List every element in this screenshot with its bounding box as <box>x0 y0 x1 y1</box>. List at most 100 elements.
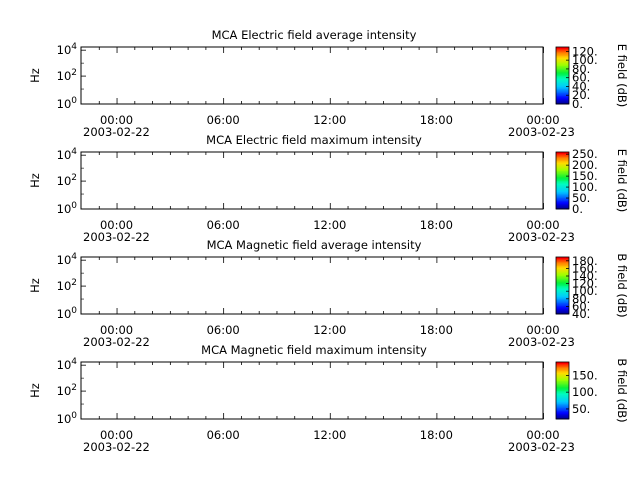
colorbar: 0.50.100.150.200.250. E field (dB) <box>555 147 629 216</box>
colorbar-segment <box>556 76 569 79</box>
colorbar-segment <box>556 181 569 184</box>
date-label-end: 2003-02-23 <box>508 125 575 139</box>
x-tick-label: 06:00 <box>207 113 240 127</box>
x-tick-label: 00:00 <box>100 113 133 127</box>
colorbar-segment <box>556 164 569 167</box>
colorbar-segment <box>556 416 569 419</box>
colorbar-segment <box>556 381 569 384</box>
colorbar-segment <box>556 95 569 98</box>
colorbar: 50. 100. 150. B field (dB) <box>555 358 629 423</box>
x-tick-label: 00:00 <box>526 218 559 232</box>
colorbar-segment <box>556 194 569 197</box>
colorbar-segment <box>556 390 569 393</box>
colorbar-segment <box>556 206 569 209</box>
colorbar-tick-label: 80. <box>572 62 590 76</box>
colorbar-segment <box>556 99 569 102</box>
colorbar-segment <box>556 413 569 416</box>
x-tick-label: 06:00 <box>207 428 240 442</box>
colorbar-segment <box>556 62 569 65</box>
colorbar-segment <box>556 88 569 91</box>
colorbar-segment <box>556 96 569 99</box>
y-axis-label: Hz <box>28 173 42 188</box>
colorbar-segment <box>556 196 569 199</box>
colorbar-segment <box>556 373 569 376</box>
colorbar-segment <box>556 91 569 94</box>
colorbar-tick-label: 50. <box>572 402 590 416</box>
colorbar-segment <box>556 68 569 71</box>
colorbar-segment <box>556 193 569 196</box>
x-tick-label: 00:00 <box>100 218 133 232</box>
colorbar-segment <box>556 391 569 394</box>
colorbar-segment <box>556 183 569 186</box>
x-tick-label: 18:00 <box>420 218 453 232</box>
colorbar-segment <box>556 364 569 367</box>
colorbar-segment <box>556 54 569 57</box>
colorbar-segment <box>556 197 569 200</box>
colorbar-segment <box>556 272 569 275</box>
y-axis-label: Hz <box>28 278 42 293</box>
panel-3: MCA Magnetic field average intensity 00:0… <box>28 238 629 349</box>
colorbar-segment <box>556 370 569 373</box>
y-tick-label: 102 <box>57 68 77 83</box>
colorbar: 0.20.40.60.80.100.120. E field (dB) <box>555 44 629 111</box>
colorbar-tick-label: 0. <box>572 202 583 216</box>
colorbar-segment <box>556 79 569 82</box>
colorbar-frame <box>555 256 570 315</box>
colorbar-tick-label: 100. <box>572 53 598 67</box>
y-tick-label: 104 <box>57 42 78 57</box>
colorbar-segment <box>556 311 569 314</box>
colorbar-segment <box>556 362 569 364</box>
colorbar-segment <box>556 275 569 278</box>
colorbar-segment <box>556 411 569 414</box>
x-tick-label: 18:00 <box>420 113 453 127</box>
colorbar-segment <box>556 410 569 413</box>
colorbar-segment <box>556 266 569 269</box>
colorbar-segment <box>556 200 569 203</box>
colorbar-segment <box>556 371 569 374</box>
colorbar-label: B field (dB) <box>615 253 629 317</box>
colorbar-segment <box>556 401 569 404</box>
colorbar-segment <box>556 296 569 299</box>
y-tick-label: 104 <box>57 252 78 267</box>
colorbar-segment <box>556 171 569 174</box>
colorbar-segment <box>556 59 569 62</box>
colorbar-segment <box>556 98 569 101</box>
colorbar-segment <box>556 295 569 298</box>
colorbar-segment <box>556 156 569 159</box>
x-tick-label: 00:00 <box>100 323 133 337</box>
colorbar-segment <box>556 207 569 210</box>
colorbar-segment <box>556 312 569 315</box>
colorbar-segment <box>556 403 569 406</box>
colorbar-tick-label: 100. <box>572 284 598 298</box>
colorbar-segment <box>556 264 569 267</box>
colorbar-segment <box>556 414 569 417</box>
colorbar-tick-label: 120. <box>572 277 598 291</box>
colorbar-tick-label: 20. <box>572 88 590 102</box>
colorbar-segment <box>556 199 569 201</box>
colorbar-segment <box>556 52 569 55</box>
colorbar-segment <box>556 261 569 264</box>
x-tick-label: 00:00 <box>526 428 559 442</box>
colorbar-segment <box>556 406 569 409</box>
colorbar-segment <box>556 394 569 397</box>
colorbar-segment <box>556 301 569 304</box>
colorbar-segment <box>556 51 569 54</box>
colorbar-segment <box>556 285 569 288</box>
colorbar-segment <box>556 72 569 75</box>
colorbar-segment <box>556 166 569 169</box>
colorbar-segment <box>556 86 569 89</box>
colorbar-segment <box>556 69 569 72</box>
colorbar-segment <box>556 49 569 52</box>
colorbar-segment <box>556 404 569 407</box>
colorbar-segment <box>556 289 569 292</box>
date-label-start: 2003-02-22 <box>83 335 150 349</box>
colorbar-segment <box>556 376 569 379</box>
date-label-start: 2003-02-22 <box>83 230 150 244</box>
colorbar-segment <box>556 48 569 51</box>
plot-frame <box>80 256 544 315</box>
colorbar-segment <box>556 306 569 309</box>
panel-title: MCA Electric field maximum intensity <box>206 133 422 147</box>
colorbar-segment <box>556 291 569 294</box>
colorbar-segment <box>556 269 569 272</box>
